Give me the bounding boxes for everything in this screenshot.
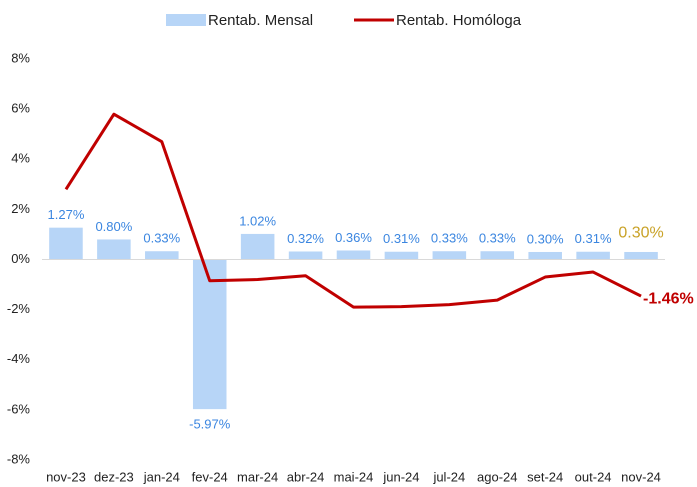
bar-value-label: -5.97%: [189, 417, 231, 432]
bar: [192, 259, 227, 410]
y-tick-label: 0%: [11, 251, 30, 266]
y-tick-label: -6%: [7, 401, 31, 416]
bar: [336, 250, 371, 260]
x-tick-label: set-24: [527, 469, 563, 484]
bar: [384, 251, 419, 260]
bar-value-label: 0.80%: [95, 219, 132, 234]
bar-value-label: 0.30%: [527, 231, 564, 246]
y-tick-label: 4%: [11, 151, 30, 166]
x-tick-label: nov-23: [46, 469, 86, 484]
x-tick-label: nov-24: [621, 469, 661, 484]
y-tick-label: 6%: [11, 101, 30, 116]
x-tick-label: jul-24: [432, 469, 465, 484]
y-tick-label: -8%: [7, 451, 31, 466]
x-tick-label: jan-24: [143, 469, 180, 484]
bar-value-label: 1.27%: [48, 207, 85, 222]
bar: [528, 251, 562, 260]
legend-label: Rentab. Mensal: [208, 12, 313, 29]
bar: [480, 251, 515, 260]
bar-value-label: 0.33%: [431, 231, 468, 246]
bar-value-label: 0.32%: [287, 231, 324, 246]
bar-value-label: 0.36%: [335, 230, 372, 245]
bar: [97, 239, 131, 260]
bar: [432, 251, 467, 260]
bar: [240, 233, 275, 260]
legend-label: Rentab. Homóloga: [396, 12, 522, 29]
y-tick-label: 2%: [11, 201, 30, 216]
bar-value-label: 0.33%: [479, 231, 516, 246]
x-tick-label: mai-24: [334, 469, 374, 484]
y-tick-label: -2%: [7, 301, 31, 316]
bar: [49, 227, 83, 260]
legend-swatch: [166, 14, 206, 26]
y-tick-label: -4%: [7, 351, 31, 366]
bar-value-label: 0.33%: [143, 231, 180, 246]
x-tick-label: out-24: [575, 469, 612, 484]
x-tick-label: mar-24: [237, 469, 278, 484]
bar: [624, 251, 658, 260]
bar-value-label: 0.30%: [618, 225, 663, 242]
line: [64, 112, 642, 309]
bar: [288, 251, 323, 260]
bar-value-label: 0.31%: [383, 231, 420, 246]
bar-value-label: 0.31%: [575, 231, 612, 246]
y-tick-label: 8%: [11, 50, 30, 65]
x-tick-label: abr-24: [287, 469, 325, 484]
bar-value-label: 1.02%: [239, 213, 276, 228]
x-tick-label: ago-24: [477, 469, 517, 484]
x-tick-label: fev-24: [192, 469, 228, 484]
line-value-label: -1.46%: [643, 290, 694, 307]
bar: [576, 251, 610, 260]
x-tick-label: jun-24: [382, 469, 419, 484]
bar: [145, 251, 179, 260]
x-tick-label: dez-23: [94, 469, 134, 484]
